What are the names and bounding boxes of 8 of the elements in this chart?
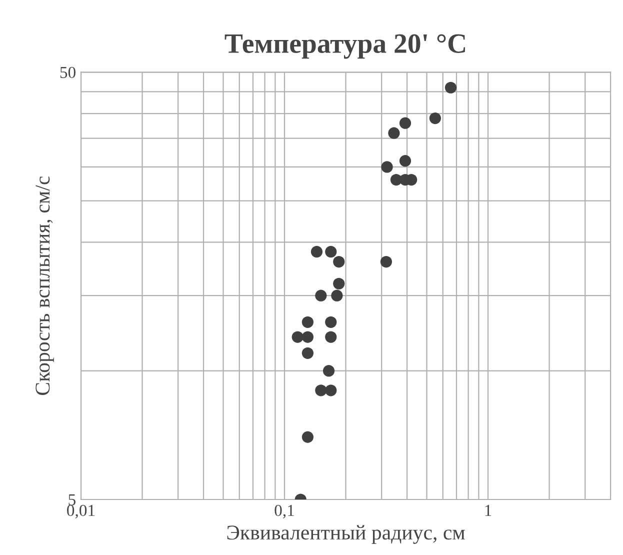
- y-tick-label: 50: [60, 66, 76, 78]
- x-axis-title: Эквивалентный радиус, см: [227, 525, 465, 544]
- x-tick-label: 0,01: [67, 504, 95, 518]
- x-tick-label: 0,1: [274, 504, 294, 518]
- chart-title: Температура 20' °C: [224, 34, 466, 59]
- y-tick-label: 5: [68, 494, 76, 506]
- y-axis-title: Скорость всплытия, см/с: [36, 176, 54, 395]
- x-tick-label: 1: [485, 504, 492, 516]
